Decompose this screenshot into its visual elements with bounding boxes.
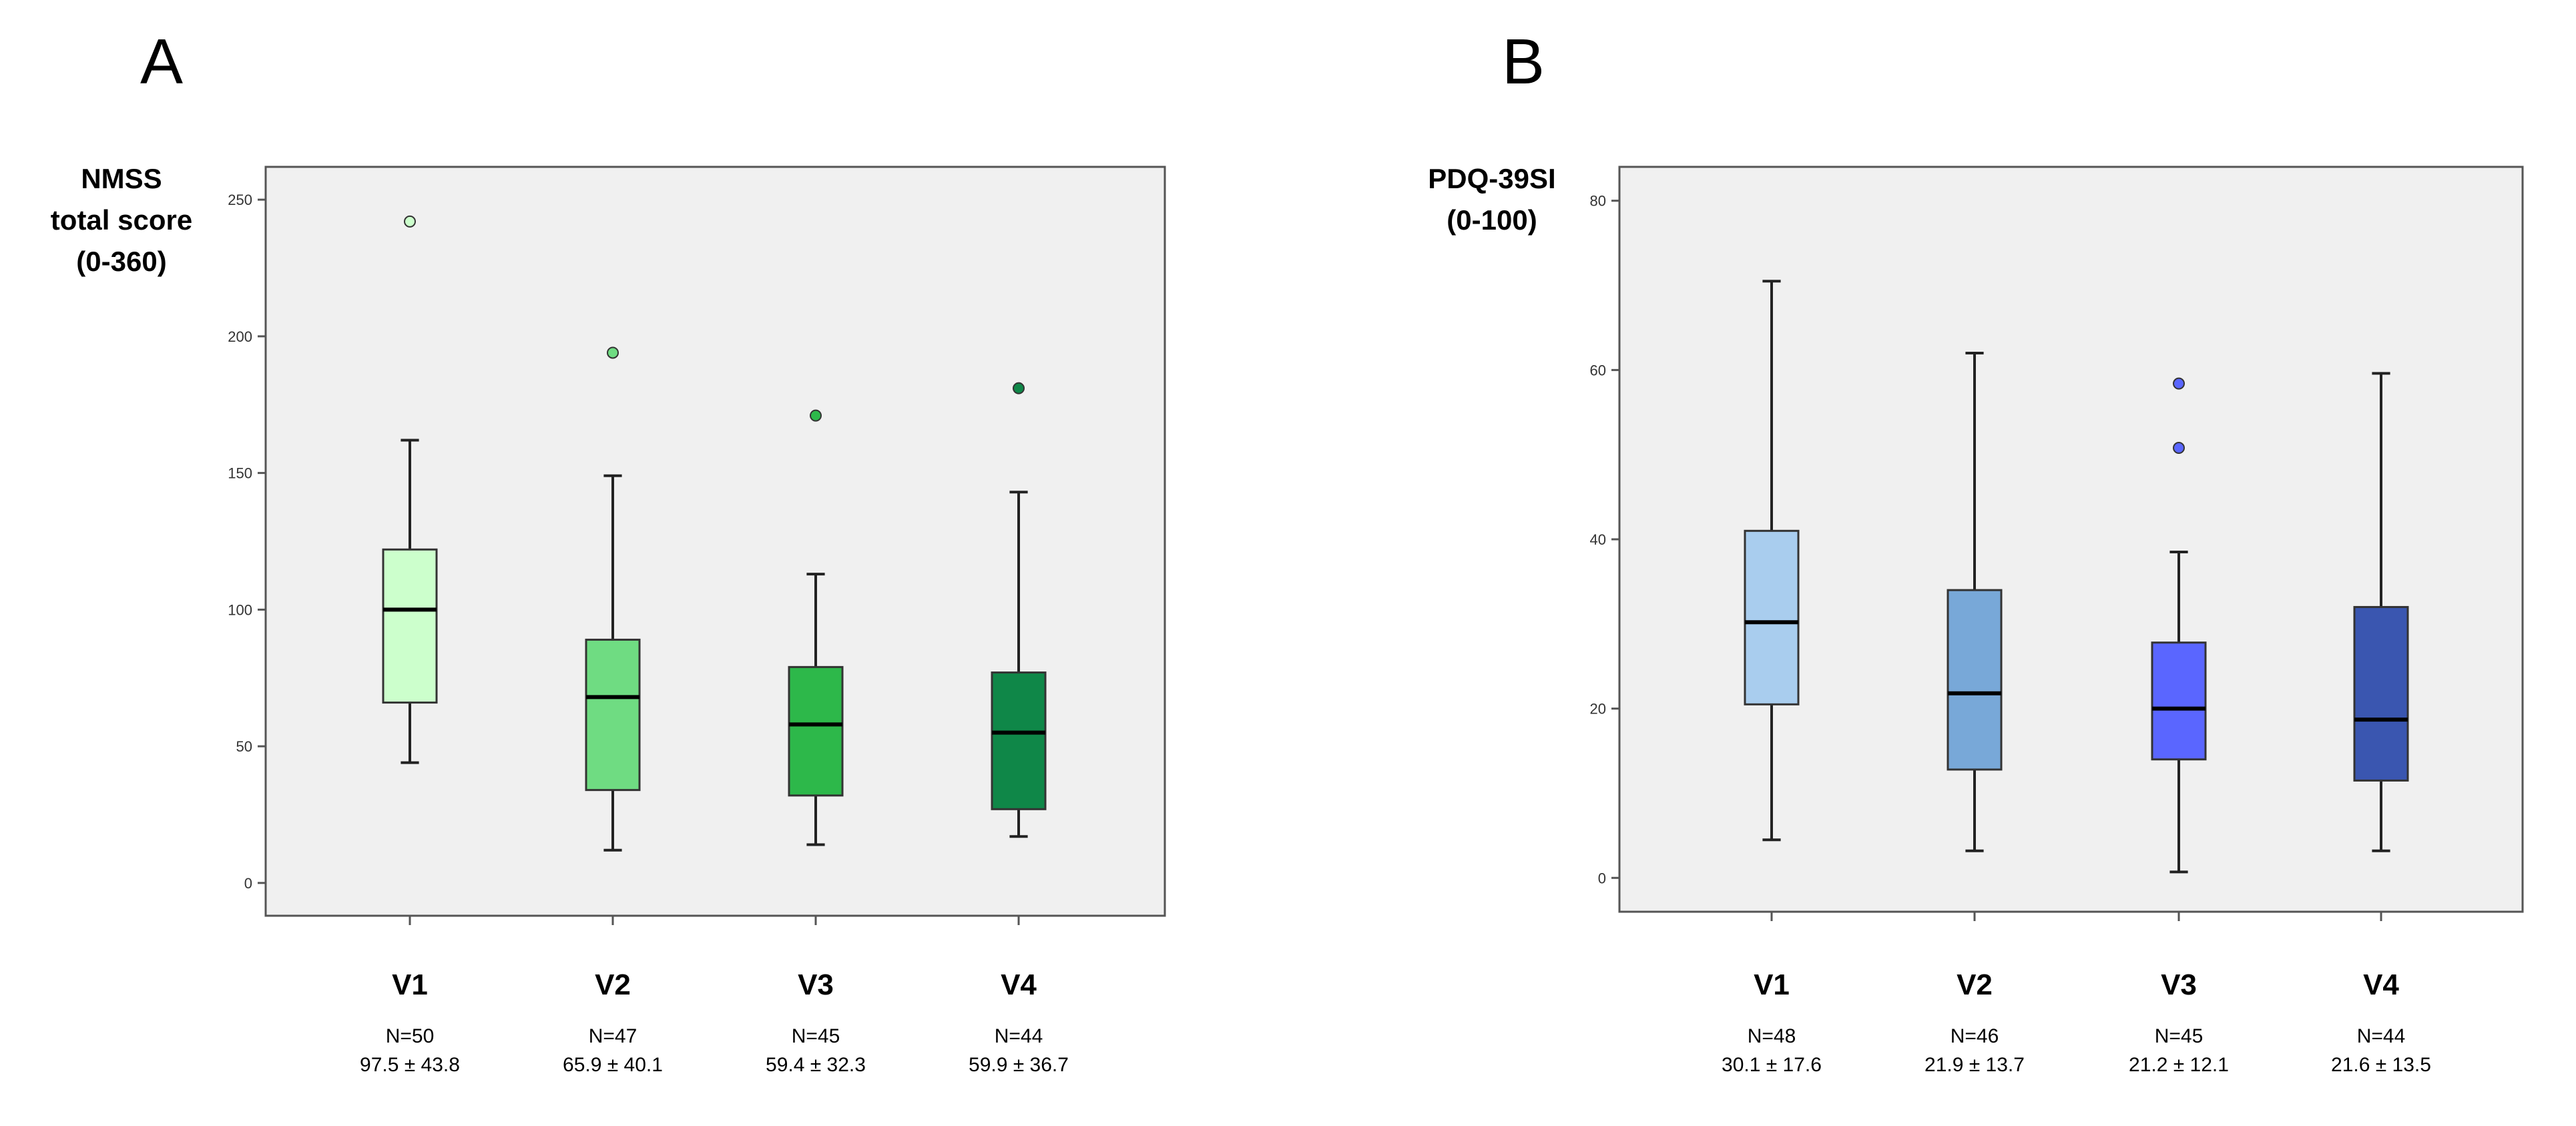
mean-sd-label: 30.1 ± 17.6 <box>1722 1054 1822 1076</box>
panel-letter: A <box>140 26 183 97</box>
n-label: N=45 <box>2155 1025 2204 1047</box>
y-tick-label: 20 <box>1590 701 1606 718</box>
outlier-point <box>2173 377 2185 390</box>
y-tick-label: 200 <box>228 328 252 345</box>
mean-sd-label: 59.4 ± 32.3 <box>766 1054 866 1076</box>
y-tick-label: 80 <box>1590 193 1606 210</box>
outlier-point <box>607 346 619 359</box>
n-label: N=44 <box>995 1025 1043 1047</box>
n-label: N=46 <box>1951 1025 1999 1047</box>
box-v2 <box>585 638 641 792</box>
y-axis-label-line: total score <box>51 204 192 236</box>
n-label: N=48 <box>1748 1025 1796 1047</box>
outlier-point <box>810 409 822 422</box>
category-label: V2 <box>1957 968 1993 1001</box>
category-label: V2 <box>595 968 631 1001</box>
outlier-point <box>2173 442 2185 455</box>
mean-sd-label: 59.9 ± 36.7 <box>969 1054 1069 1076</box>
y-tick-label: 0 <box>244 875 252 892</box>
n-label: N=45 <box>792 1025 840 1047</box>
y-tick-label: 40 <box>1590 531 1606 548</box>
panel-a: A NMSS total score (0-360) 0 50 100 150 200 250 V1… <box>51 26 1166 1076</box>
y-tick-label: 0 <box>1598 870 1606 886</box>
box-v1 <box>1744 529 1800 706</box>
mean-sd-label: 21.6 ± 13.5 <box>2331 1054 2431 1076</box>
n-label: N=50 <box>386 1025 435 1047</box>
y-tick-label: 50 <box>236 738 252 755</box>
box-v4 <box>2353 605 2409 782</box>
box-v1 <box>382 548 438 704</box>
category-label: V3 <box>798 968 834 1001</box>
y-axis-label-line: (0-360) <box>76 246 166 277</box>
n-label: N=44 <box>2357 1025 2406 1047</box>
category-label: V1 <box>1754 968 1790 1001</box>
y-axis-label-line: (0-100) <box>1447 204 1537 236</box>
box-v4 <box>991 671 1047 810</box>
outlier-point <box>404 215 416 228</box>
y-tick-label: 150 <box>228 465 252 482</box>
panel-letter: B <box>1502 26 1545 97</box>
n-label: N=47 <box>589 1025 637 1047</box>
y-tick-label: 250 <box>228 192 252 208</box>
mean-sd-label: 97.5 ± 43.8 <box>360 1054 460 1076</box>
category-label: V4 <box>1001 968 1037 1001</box>
y-tick-label: 60 <box>1590 362 1606 378</box>
y-axis-label-line: PDQ-39SI <box>1428 163 1555 194</box>
category-label: V3 <box>2161 968 2197 1001</box>
category-label: V4 <box>2363 968 2399 1001</box>
y-axis-label-line: NMSS <box>81 163 162 194</box>
mean-sd-label: 65.9 ± 40.1 <box>563 1054 663 1076</box>
y-tick-label: 100 <box>228 601 252 618</box>
box-v3 <box>2151 641 2207 761</box>
category-label: V1 <box>392 968 428 1001</box>
box-v3 <box>788 665 844 797</box>
outlier-point <box>1013 382 1025 394</box>
panel-b: B PDQ-39SI (0-100) 0 20 40 60 80 V1 N=48 30.1 ± 17… <box>1428 26 2524 1076</box>
mean-sd-label: 21.2 ± 12.1 <box>2129 1054 2229 1076</box>
mean-sd-label: 21.9 ± 13.7 <box>1924 1054 2025 1076</box>
box-v2 <box>1947 589 2003 771</box>
